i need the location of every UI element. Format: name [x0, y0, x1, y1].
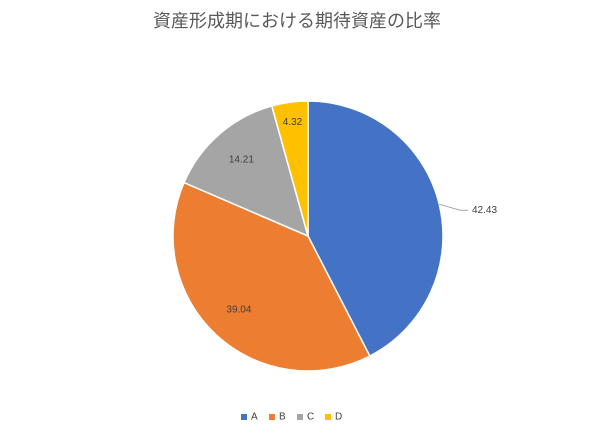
- data-label: 39.04: [226, 305, 251, 316]
- legend-label: D: [335, 412, 342, 423]
- data-label: 42.43: [472, 205, 497, 216]
- data-label: 4.32: [283, 117, 303, 128]
- pie-slice: [172, 181, 371, 372]
- legend-swatch: [325, 414, 331, 420]
- leader-line: [439, 203, 469, 211]
- pie-slice: [307, 100, 444, 358]
- legend-label: B: [279, 412, 286, 423]
- legend-swatch: [297, 414, 303, 420]
- pie-slice: [183, 105, 310, 238]
- data-label: 14.21: [229, 154, 254, 165]
- legend-label: A: [251, 412, 258, 423]
- legend-swatch: [269, 414, 275, 420]
- legend-label: C: [307, 412, 314, 423]
- chart-title: 資産形成期における期待資産の比率: [153, 11, 441, 31]
- legend-swatch: [241, 414, 247, 420]
- pie-slice: [270, 100, 309, 237]
